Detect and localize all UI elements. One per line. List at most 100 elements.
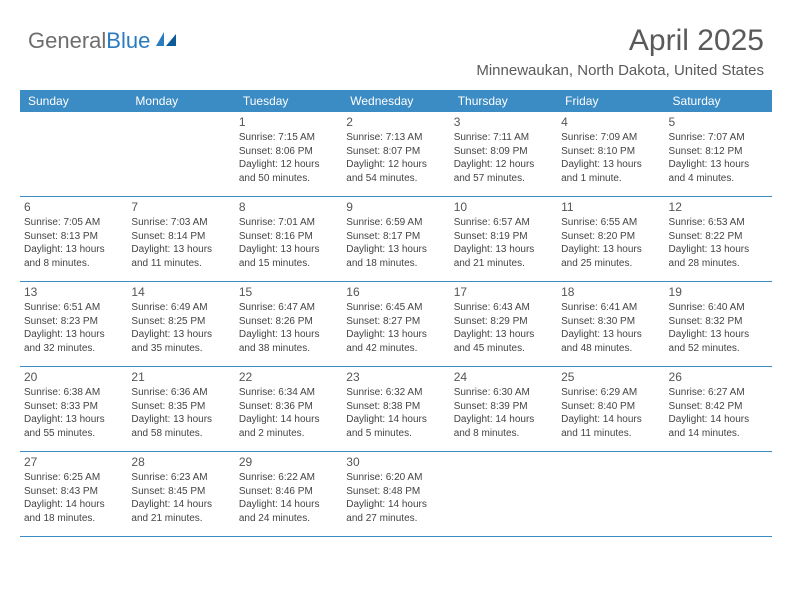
sunset-text: Sunset: 8:19 PM [454,230,553,244]
sunrise-text: Sunrise: 7:01 AM [239,216,338,230]
brand-part2: Blue [106,28,150,54]
day-number: 27 [24,454,123,470]
daylight-text: Daylight: 13 hours and 15 minutes. [239,243,338,270]
daylight-text: Daylight: 14 hours and 8 minutes. [454,413,553,440]
daylight-text: Daylight: 13 hours and 35 minutes. [131,328,230,355]
weeks-container: 1Sunrise: 7:15 AMSunset: 8:06 PM Daylight… [20,112,772,537]
daylight-text: Daylight: 13 hours and 38 minutes. [239,328,338,355]
sunrise-text: Sunrise: 6:53 AM [669,216,768,230]
day-number: 24 [454,369,553,385]
sail-icon [154,28,178,54]
sunrise-text: Sunrise: 6:27 AM [669,386,768,400]
day-cell: 4Sunrise: 7:09 AMSunset: 8:10 PMDaylight… [557,112,664,196]
day-cell: 21Sunrise: 6:36 AMSunset: 8:35 PMDayligh… [127,367,234,451]
day-cell: 12Sunrise: 6:53 AMSunset: 8:22 PMDayligh… [665,197,772,281]
sunrise-text: Sunrise: 6:49 AM [131,301,230,315]
location-subtitle: Minnewaukan, North Dakota, United States [476,62,764,79]
sunset-text: Sunset: 8:07 PM [346,145,445,159]
daylight-text: Daylight: 13 hours and 8 minutes. [24,243,123,270]
sunrise-text: Sunrise: 7:09 AM [561,131,660,145]
day-number: 16 [346,284,445,300]
week-row: 6Sunrise: 7:05 AMSunset: 8:13 PMDaylight… [20,197,772,282]
day-cell: 10Sunrise: 6:57 AMSunset: 8:19 PMDayligh… [450,197,557,281]
sunrise-text: Sunrise: 6:41 AM [561,301,660,315]
day-number: 7 [131,199,230,215]
daylight-text: Daylight: 13 hours and 52 minutes. [669,328,768,355]
day-number: 18 [561,284,660,300]
month-title: April 2025 [476,24,764,58]
sunrise-text: Sunrise: 6:34 AM [239,386,338,400]
daylight-text: Daylight: 13 hours and 25 minutes. [561,243,660,270]
sunrise-text: Sunrise: 6:45 AM [346,301,445,315]
day-number: 17 [454,284,553,300]
daylight-text: Daylight: 13 hours and 1 minute. [561,158,660,185]
day-cell: 22Sunrise: 6:34 AMSunset: 8:36 PMDayligh… [235,367,342,451]
day-number: 28 [131,454,230,470]
sunset-text: Sunset: 8:20 PM [561,230,660,244]
daylight-text: Daylight: 12 hours and 57 minutes. [454,158,553,185]
sunrise-text: Sunrise: 6:23 AM [131,471,230,485]
daylight-text: Daylight: 12 hours and 54 minutes. [346,158,445,185]
daylight-text: Daylight: 14 hours and 14 minutes. [669,413,768,440]
day-number: 21 [131,369,230,385]
sunset-text: Sunset: 8:12 PM [669,145,768,159]
sunset-text: Sunset: 8:39 PM [454,400,553,414]
day-header: Monday [127,90,234,112]
sunrise-text: Sunrise: 6:55 AM [561,216,660,230]
sunrise-text: Sunrise: 6:38 AM [24,386,123,400]
day-cell: 14Sunrise: 6:49 AMSunset: 8:25 PMDayligh… [127,282,234,366]
day-number: 6 [24,199,123,215]
sunrise-text: Sunrise: 6:32 AM [346,386,445,400]
sunset-text: Sunset: 8:10 PM [561,145,660,159]
sunrise-text: Sunrise: 6:29 AM [561,386,660,400]
sunset-text: Sunset: 8:17 PM [346,230,445,244]
sunset-text: Sunset: 8:06 PM [239,145,338,159]
day-number: 23 [346,369,445,385]
sunrise-text: Sunrise: 7:15 AM [239,131,338,145]
day-header: Thursday [450,90,557,112]
sunrise-text: Sunrise: 6:57 AM [454,216,553,230]
day-cell: 7Sunrise: 7:03 AMSunset: 8:14 PMDaylight… [127,197,234,281]
sunset-text: Sunset: 8:46 PM [239,485,338,499]
sunrise-text: Sunrise: 6:40 AM [669,301,768,315]
sunset-text: Sunset: 8:26 PM [239,315,338,329]
daylight-text: Daylight: 13 hours and 48 minutes. [561,328,660,355]
sunset-text: Sunset: 8:40 PM [561,400,660,414]
daylight-text: Daylight: 13 hours and 21 minutes. [454,243,553,270]
sunset-text: Sunset: 8:32 PM [669,315,768,329]
day-cell: 24Sunrise: 6:30 AMSunset: 8:39 PMDayligh… [450,367,557,451]
day-number: 22 [239,369,338,385]
day-header: Sunday [20,90,127,112]
week-row: 1Sunrise: 7:15 AMSunset: 8:06 PM Daylight… [20,112,772,197]
daylight-text: Daylight: 13 hours and 45 minutes. [454,328,553,355]
day-cell: 29Sunrise: 6:22 AMSunset: 8:46 PMDayligh… [235,452,342,536]
day-cell [127,112,234,196]
daylight-text: Daylight: 14 hours and 21 minutes. [131,498,230,525]
sunset-text: Sunset: 8:45 PM [131,485,230,499]
day-cell: 18Sunrise: 6:41 AMSunset: 8:30 PMDayligh… [557,282,664,366]
day-cell: 1Sunrise: 7:15 AMSunset: 8:06 PMDaylight… [235,112,342,196]
sunrise-text: Sunrise: 7:07 AM [669,131,768,145]
sunrise-text: Sunrise: 6:47 AM [239,301,338,315]
day-cell: 23Sunrise: 6:32 AMSunset: 8:38 PMDayligh… [342,367,449,451]
day-number: 10 [454,199,553,215]
week-row: 20Sunrise: 6:38 AMSunset: 8:33 PMDayligh… [20,367,772,452]
sunrise-text: Sunrise: 6:51 AM [24,301,123,315]
day-cell: 13Sunrise: 6:51 AMSunset: 8:23 PMDayligh… [20,282,127,366]
day-number: 5 [669,114,768,130]
page-header: April 2025 Minnewaukan, North Dakota, Un… [476,24,764,79]
sunset-text: Sunset: 8:35 PM [131,400,230,414]
sunrise-text: Sunrise: 7:11 AM [454,131,553,145]
day-number: 19 [669,284,768,300]
week-row: 13Sunrise: 6:51 AMSunset: 8:23 PMDayligh… [20,282,772,367]
sunrise-text: Sunrise: 6:36 AM [131,386,230,400]
day-cell: 20Sunrise: 6:38 AMSunset: 8:33 PMDayligh… [20,367,127,451]
daylight-text: Daylight: 14 hours and 18 minutes. [24,498,123,525]
sunset-text: Sunset: 8:16 PM [239,230,338,244]
day-cell: 17Sunrise: 6:43 AMSunset: 8:29 PMDayligh… [450,282,557,366]
sunset-text: Sunset: 8:42 PM [669,400,768,414]
daylight-text: Daylight: 14 hours and 5 minutes. [346,413,445,440]
sunrise-text: Sunrise: 6:20 AM [346,471,445,485]
day-cell: 9Sunrise: 6:59 AMSunset: 8:17 PMDaylight… [342,197,449,281]
day-number: 1 [239,114,338,130]
